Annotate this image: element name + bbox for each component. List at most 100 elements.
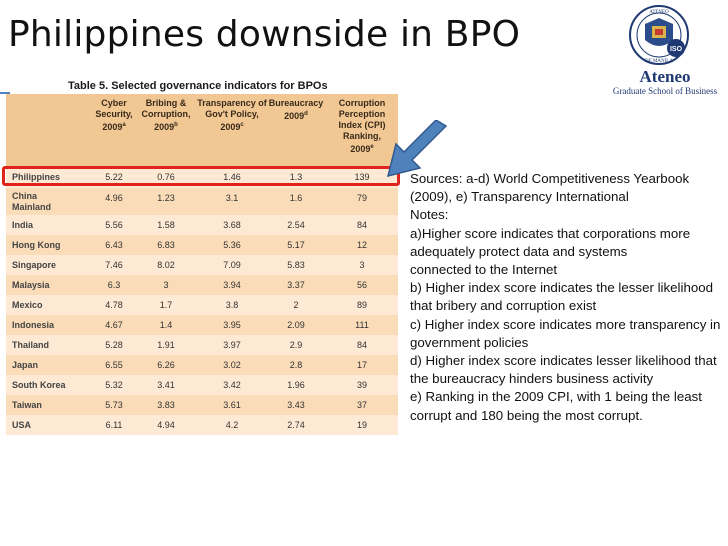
- note-line: Sources: a-d) World Competitiveness Year…: [410, 171, 693, 205]
- value-cell: 3.02: [223, 360, 241, 370]
- country-cell: Indonesia: [12, 320, 55, 330]
- value-cell: 3.43: [287, 400, 305, 410]
- table-header: Cyber Security, 2009a Bribing & Corruptio…: [6, 94, 398, 174]
- column-header: Bureaucracy 2009d: [268, 98, 324, 122]
- value-cell: 5.28: [105, 340, 123, 350]
- value-cell: 6.83: [157, 240, 175, 250]
- value-cell: 6.26: [157, 360, 175, 370]
- value-cell: 89: [356, 300, 367, 310]
- table-title: Table 5. Selected governance indicators …: [68, 80, 328, 92]
- column-header-footnote-mark: a: [122, 122, 126, 128]
- value-cell: 3.37: [287, 280, 305, 290]
- value-cell: 111: [355, 320, 369, 330]
- table-row: Japan 6.55 6.26 3.02 2.8 17: [6, 355, 398, 375]
- country-cell: Hong Kong: [12, 240, 61, 250]
- pointer-arrow-icon: [386, 120, 448, 178]
- country-cell: Thailand: [12, 340, 50, 350]
- value-cell: 1.91: [157, 340, 175, 350]
- country-cell: Taiwan: [12, 400, 42, 410]
- value-cell: 7.09: [223, 260, 241, 270]
- value-cell: 3.94: [223, 280, 241, 290]
- value-cell: 1.58: [157, 220, 175, 230]
- value-cell: 1.3: [289, 172, 303, 182]
- value-cell: 7.46: [105, 260, 123, 270]
- value-cell: 3.41: [157, 380, 175, 390]
- slide-title: Philippines downside in BPO: [8, 14, 521, 55]
- value-cell: 1.6: [289, 193, 303, 203]
- value-cell: 1.96: [287, 380, 305, 390]
- note-line: c) Higher index score indicates more tra…: [410, 316, 725, 350]
- table-row: Philippines 5.22 0.76 1.46 1.3 139: [6, 167, 398, 188]
- table-row: Singapore 7.46 8.02 7.09 5.83 3: [6, 255, 398, 275]
- ateneo-logo: ATENEO DE MANILA ISO Ateneo Graduate Sch…: [606, 4, 724, 96]
- country-cell: Singapore: [12, 260, 57, 270]
- column-header-footnote-mark: b: [174, 122, 178, 128]
- value-cell: 3: [163, 280, 169, 290]
- value-cell: 3.97: [223, 340, 241, 350]
- svg-text:DE MANILA: DE MANILA: [645, 59, 673, 64]
- value-cell: 2: [293, 300, 299, 310]
- table-row: South Korea 5.32 3.41 3.42 1.96 39: [6, 375, 398, 395]
- column-header: Transparency of Gov't Policy, 2009c: [195, 98, 269, 133]
- value-cell: 6.55: [105, 360, 123, 370]
- svg-text:ATENEO: ATENEO: [649, 10, 669, 15]
- value-cell: 79: [356, 193, 367, 203]
- value-cell: 5.56: [105, 220, 123, 230]
- value-cell: 8.02: [157, 260, 175, 270]
- philippines-highlight-box: [2, 166, 400, 186]
- note-line: Notes:: [410, 207, 449, 223]
- value-cell: 1.7: [159, 300, 173, 310]
- table-row: Indonesia 4.67 1.4 3.95 2.09 111: [6, 315, 398, 335]
- country-cell: Mexico: [12, 300, 43, 310]
- table-row: USA 6.11 4.94 4.2 2.74 19: [6, 415, 398, 435]
- column-header-footnote-mark: d: [304, 111, 308, 117]
- value-cell: 17: [356, 360, 367, 370]
- value-cell: 3.83: [157, 400, 175, 410]
- value-cell: 3.42: [223, 380, 241, 390]
- value-cell: 5.36: [223, 240, 241, 250]
- country-cell: Malaysia: [12, 280, 50, 290]
- value-cell: 3.61: [223, 400, 241, 410]
- value-cell: 56: [356, 280, 367, 290]
- note-line: e) Ranking in the 2009 CPI, with 1 being…: [410, 389, 706, 423]
- table-row: India 5.56 1.58 3.68 2.54 84: [6, 215, 398, 235]
- value-cell: 6.3: [107, 280, 121, 290]
- table-row: Mexico 4.78 1.7 3.8 2 89: [6, 295, 398, 315]
- note-line: connected to the Internet: [410, 262, 558, 278]
- value-cell: 5.83: [287, 260, 305, 270]
- value-cell: 5.73: [105, 400, 123, 410]
- value-cell: 3: [359, 260, 365, 270]
- value-cell: 6.11: [105, 420, 123, 430]
- value-cell: 3.8: [225, 300, 239, 310]
- table-row: Thailand 5.28 1.91 3.97 2.9 84: [6, 335, 398, 355]
- svg-text:ISO: ISO: [670, 46, 683, 53]
- country-cell: Japan: [12, 360, 39, 370]
- country-cell: India: [12, 220, 34, 230]
- value-cell: 2.9: [289, 340, 303, 350]
- value-cell: 4.94: [157, 420, 175, 430]
- note-line: b) Higher index score indicates the less…: [410, 280, 717, 314]
- table-row: China Mainland 4.96 1.23 3.1 1.6 79: [6, 188, 398, 215]
- governance-table: Table 5. Selected governance indicators …: [6, 80, 398, 436]
- value-cell: 139: [354, 172, 370, 182]
- value-cell: 3.68: [223, 220, 241, 230]
- value-cell: 0.76: [157, 172, 175, 182]
- brand-name: Ateneo: [639, 67, 691, 86]
- column-header-footnote-mark: c: [240, 122, 244, 128]
- value-cell: 2.8: [289, 360, 303, 370]
- ateneo-seal-icon: ATENEO DE MANILA ISO: [629, 5, 689, 65]
- value-cell: 2.54: [287, 220, 305, 230]
- value-cell: 39: [356, 380, 367, 390]
- column-header: Corruption Perception Index (CPI) Rankin…: [331, 98, 393, 155]
- country-cell: China Mainland: [12, 191, 52, 212]
- value-cell: 84: [356, 340, 367, 350]
- column-header: Cyber Security, 2009a: [88, 98, 140, 133]
- column-header-label: Bureaucracy 2009: [268, 98, 324, 121]
- value-cell: 4.78: [105, 300, 123, 310]
- value-cell: 37: [356, 400, 367, 410]
- value-cell: 2.09: [287, 320, 305, 330]
- value-cell: 3.95: [223, 320, 241, 330]
- column-header-label: Bribing & Corruption, 2009: [141, 98, 191, 132]
- column-header-footnote-mark: e: [370, 144, 374, 150]
- table-row: Malaysia 6.3 3 3.94 3.37 56: [6, 275, 398, 295]
